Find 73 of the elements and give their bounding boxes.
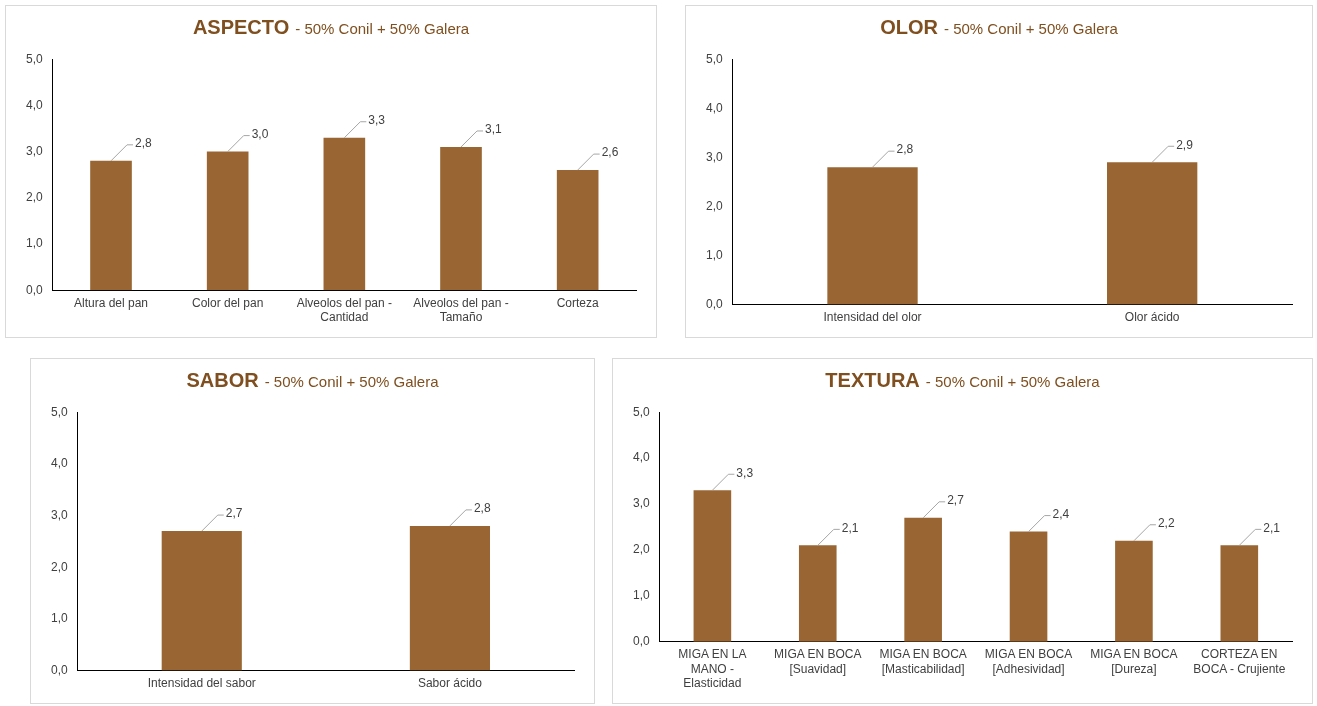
y-tick-label: 0,0 [632,634,650,649]
data-label: 3,3 [736,465,754,480]
y-tick-label: 2,0 [25,190,43,205]
bar [1115,540,1153,642]
bar [693,490,732,642]
data-label: 3,0 [251,126,269,141]
y-tick-label: 5,0 [50,404,68,419]
x-tick-label: MIGA EN BOCA [Adhesividad] [984,647,1073,676]
bar [1009,531,1048,642]
bar [90,160,132,291]
data-label: 3,3 [368,113,386,128]
bar [206,151,249,291]
x-tick-label: Sabor ácido [417,676,483,691]
x-tick-label: MIGA EN BOCA [Suavidad] [774,647,862,676]
bar [556,170,599,291]
y-tick-label: 1,0 [632,588,650,603]
bar [904,517,942,642]
bar [323,137,366,291]
y-tick-label: 4,0 [25,97,43,112]
x-tick-label: Color del pan [191,295,264,310]
y-tick-label: 0,0 [25,282,43,297]
data-label: 2,7 [225,506,243,521]
chart-subtitle: - 50% Conil + 50% Galera [943,20,1118,37]
bar [440,146,482,291]
y-tick-label: 1,0 [50,611,68,626]
y-tick-label: 0,0 [50,662,68,677]
chart-title: ASPECTO [192,16,290,38]
chart-title: OLOR [880,16,938,38]
y-tick-label: 3,0 [705,149,723,164]
data-label: 2,1 [841,520,859,535]
data-label: 2,4 [1052,506,1070,521]
data-label: 2,1 [1263,520,1281,535]
data-label: 2,2 [1157,516,1175,531]
chart-subtitle: - 50% Conil + 50% Galera [264,373,439,390]
y-tick-label: 2,0 [50,559,68,574]
x-tick-label: Olor ácido [1124,310,1180,325]
y-tick-label: 5,0 [632,404,650,419]
y-tick-label: 2,0 [705,198,723,213]
x-tick-label: MIGA EN BOCA [Dureza] [1090,647,1178,676]
y-tick-label: 4,0 [705,100,723,115]
bar [1220,545,1259,642]
y-tick-label: 0,0 [705,296,723,311]
data-label: 3,1 [485,122,503,137]
chart-subtitle: - 50% Conil + 50% Galera [295,20,470,37]
y-tick-label: 3,0 [632,496,650,511]
y-tick-label: 5,0 [25,51,43,66]
y-tick-label: 4,0 [50,456,68,471]
x-tick-label: CORTEZA EN BOCA - Crujiente [1193,647,1286,676]
y-tick-label: 3,0 [25,143,43,158]
y-tick-label: 5,0 [705,51,723,66]
x-tick-label: Corteza [556,295,599,310]
y-tick-label: 3,0 [50,507,68,522]
x-tick-label: Altura del pan [73,295,149,310]
data-label: 2,8 [135,136,153,151]
data-label: 2,7 [947,493,965,508]
x-tick-label: MIGA EN BOCA [Masticabilidad] [879,647,967,676]
data-label: 2,8 [473,501,491,516]
data-label: 2,6 [601,145,619,160]
chart-subtitle: - 50% Conil + 50% Galera [925,373,1100,390]
x-tick-label: MIGA EN LA MANO - Elasticidad [678,647,747,691]
x-tick-label: Alveolos del pan - Cantidad [296,295,393,325]
chart-title: SABOR [186,369,259,391]
chart-title: TEXTURA [825,369,920,391]
y-tick-label: 1,0 [705,247,723,262]
x-tick-label: Intensidad del olor [823,310,922,325]
data-label: 2,8 [896,142,914,157]
y-tick-label: 1,0 [25,236,43,251]
x-tick-label: Alveolos del pan - Tamaño [413,295,509,325]
y-tick-label: 4,0 [632,450,650,465]
y-tick-label: 2,0 [632,542,650,557]
x-tick-label: Intensidad del sabor [147,676,256,691]
bar [798,545,837,642]
data-label: 2,9 [1176,137,1194,152]
